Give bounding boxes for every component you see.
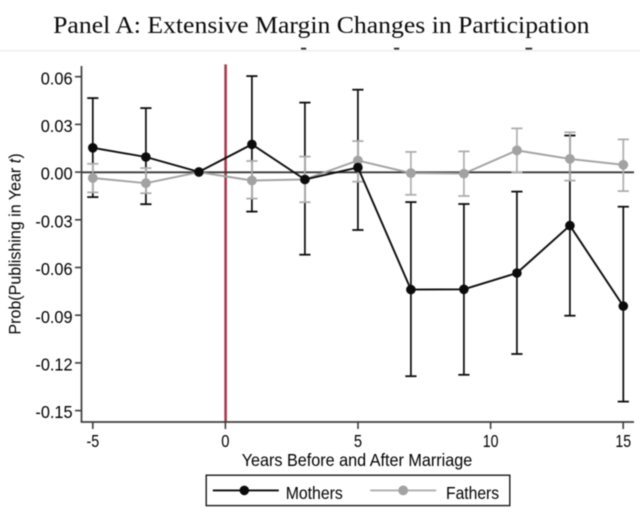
svg-text:0.03: 0.03	[41, 116, 73, 136]
svg-text:): )	[6, 153, 25, 158]
svg-text:Panel A: Extensive Margin Chan: Panel A: Extensive Margin Changes in Par…	[53, 12, 589, 39]
svg-text:15: 15	[615, 431, 631, 451]
svg-text:t: t	[6, 158, 25, 164]
svg-text:-0.12: -0.12	[35, 355, 72, 375]
svg-text:5: 5	[354, 431, 362, 451]
svg-text:0: 0	[221, 431, 229, 451]
svg-text:-0.15: -0.15	[35, 402, 72, 422]
svg-text:0.06: 0.06	[41, 68, 73, 88]
svg-text:-0.06: -0.06	[35, 259, 72, 279]
svg-text:Fathers: Fathers	[446, 483, 499, 503]
svg-text:-5: -5	[86, 431, 99, 451]
svg-text:10: 10	[483, 431, 499, 451]
svg-text:Mothers: Mothers	[286, 483, 343, 503]
svg-text:Years Before and After Marriag: Years Before and After Marriage	[242, 450, 473, 470]
svg-text:Prob(Publishing in Year: Prob(Publishing in Year	[6, 163, 25, 334]
svg-text:0.00: 0.00	[41, 164, 73, 184]
svg-text:-0.09: -0.09	[35, 307, 72, 327]
svg-text:-0.03: -0.03	[35, 211, 72, 231]
